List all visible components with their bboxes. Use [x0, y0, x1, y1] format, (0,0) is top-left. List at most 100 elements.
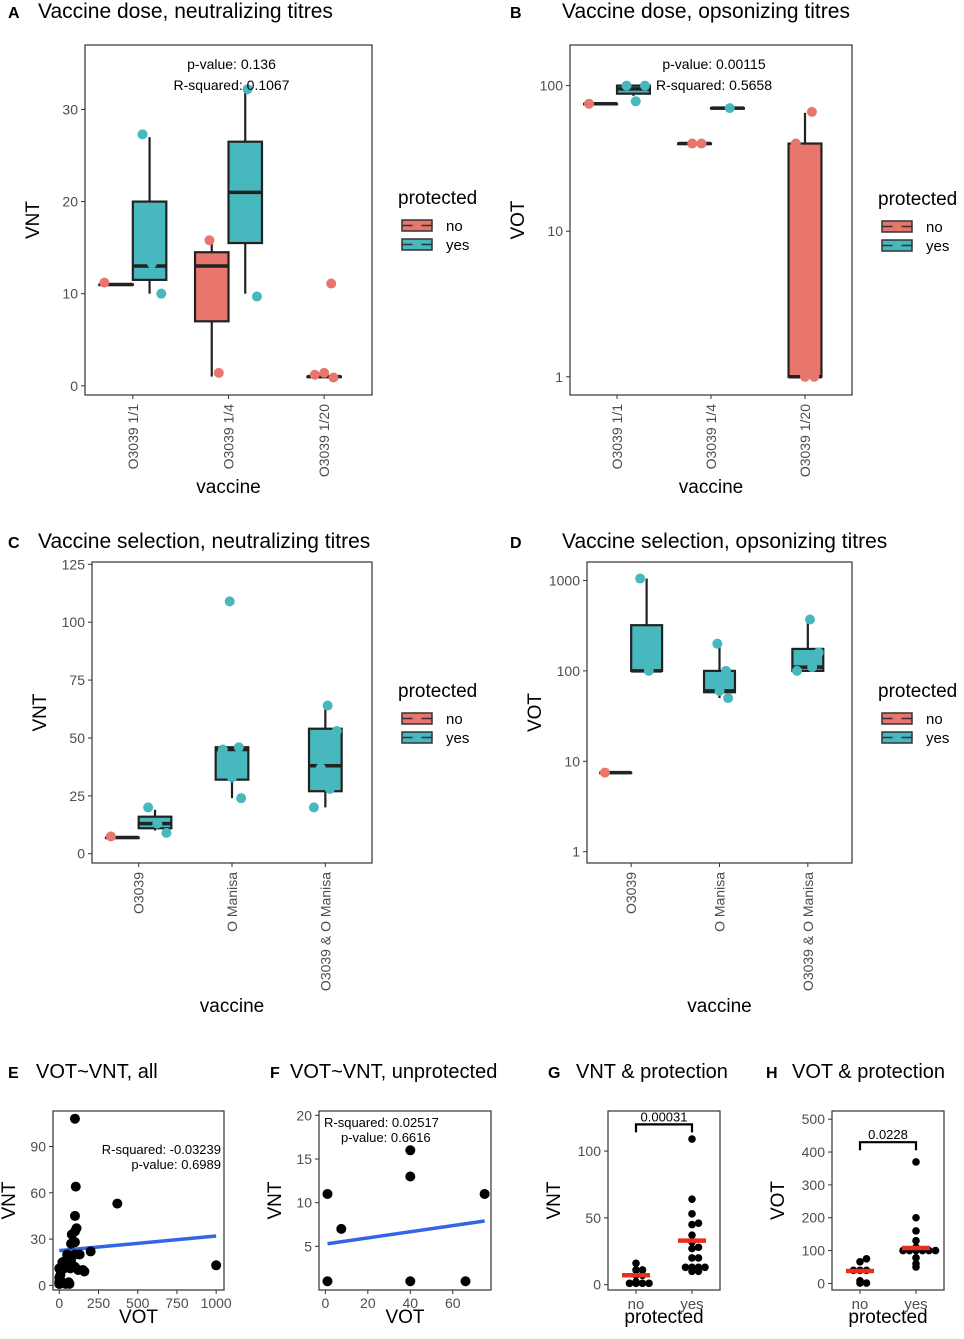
data-point — [632, 1259, 640, 1268]
x-tick-label: O Manisa — [712, 872, 728, 932]
panel-label: G — [548, 1065, 560, 1082]
significance-bracket — [858, 1141, 918, 1151]
plot-panel-frame — [607, 1110, 721, 1291]
data-point — [319, 367, 330, 378]
box-no — [306, 278, 343, 383]
data-point — [804, 614, 815, 625]
box-no — [193, 235, 230, 378]
y-tick-label: 30 — [30, 1231, 46, 1247]
data-point — [688, 1220, 696, 1229]
data-point — [688, 1135, 696, 1143]
data-point — [681, 1263, 690, 1272]
data-point — [233, 742, 244, 753]
data-point — [694, 1219, 703, 1228]
data-point — [599, 767, 610, 778]
x-tick-label: 0 — [321, 1295, 329, 1311]
box-no — [787, 106, 823, 382]
y-tick-label: 100 — [540, 78, 564, 94]
x-tick-label: 0 — [55, 1295, 63, 1311]
p-value-label: 0.00031 — [641, 1109, 688, 1124]
y-tick-label: 125 — [62, 556, 86, 572]
box-yes — [214, 596, 250, 804]
y-tick-label: 400 — [802, 1144, 826, 1160]
panel-label: D — [510, 535, 522, 552]
data-point — [912, 1227, 920, 1235]
data-point — [632, 1278, 640, 1286]
box-no — [676, 138, 713, 149]
y-tick-label: 1 — [572, 844, 580, 860]
data-point — [161, 827, 172, 838]
data-point — [74, 1249, 85, 1260]
data-point — [694, 1263, 703, 1272]
chart-title: Vaccine dose, neutralizing titres — [38, 0, 333, 23]
data-point — [688, 1210, 696, 1218]
data-point — [64, 1278, 75, 1289]
stats-annotation: p-value: 0.136 — [187, 56, 276, 72]
data-point — [809, 371, 820, 382]
box-yes — [227, 84, 264, 302]
data-point — [931, 1246, 940, 1255]
chart-title: VOT~VNT, unprotected — [290, 1061, 497, 1083]
x-axis-label: vaccine — [687, 996, 751, 1017]
x-tick-label: 60 — [445, 1295, 461, 1311]
box-yes — [709, 103, 746, 114]
x-axis-label: protected — [624, 1307, 703, 1328]
data-point — [71, 1223, 82, 1234]
data-point — [912, 1158, 920, 1166]
data-point — [696, 138, 707, 149]
legend-key-point — [412, 240, 422, 249]
data-point — [705, 674, 716, 685]
data-point — [912, 1213, 920, 1222]
data-point — [813, 647, 824, 658]
x-tick-label: O3039 1/20 — [797, 404, 813, 477]
chart-title: Vaccine selection, opsonizing titres — [562, 530, 887, 553]
legend-key-point — [892, 222, 902, 231]
data-point — [326, 278, 337, 289]
data-point — [723, 693, 734, 704]
legend-key-point — [412, 714, 422, 723]
data-point — [912, 1236, 920, 1245]
x-tick-label: 1000 — [201, 1295, 232, 1311]
data-point — [643, 665, 654, 676]
data-point — [242, 84, 253, 95]
data-point — [856, 1277, 864, 1285]
data-point — [806, 106, 817, 117]
data-point — [405, 1276, 416, 1287]
y-tick-label: 15 — [296, 1151, 312, 1167]
x-tick-label: 20 — [360, 1295, 376, 1311]
y-tick-label: 0 — [38, 1277, 46, 1293]
legend-key-point — [892, 241, 902, 250]
data-point — [712, 638, 723, 649]
data-point — [152, 818, 163, 829]
data-point — [322, 1276, 333, 1287]
y-tick-label: 500 — [802, 1111, 826, 1127]
plot-panel-frame — [52, 1110, 225, 1291]
box-iqr — [307, 727, 343, 793]
data-point — [69, 1113, 80, 1124]
legend-key-point — [892, 714, 902, 723]
y-tick-label: 100 — [557, 663, 581, 679]
box-yes — [131, 129, 168, 299]
legend-item-label: no — [926, 219, 943, 236]
panel-label: C — [8, 535, 20, 552]
box-yes — [791, 614, 825, 676]
data-point — [308, 802, 319, 813]
data-point — [336, 1223, 347, 1234]
legend-item-label: no — [446, 218, 463, 235]
y-tick-label: 1 — [555, 369, 563, 385]
panel-label: B — [510, 5, 522, 22]
chart-title: Vaccine selection, neutralizing titres — [38, 530, 370, 553]
x-axis-label: VOT — [385, 1307, 424, 1328]
stats-annotation: R-squared: 0.1067 — [174, 77, 290, 93]
legend-title: protected — [878, 681, 957, 702]
data-point — [912, 1254, 920, 1262]
plot-panel-frame — [91, 561, 373, 864]
data-point — [224, 596, 235, 607]
box-yes — [137, 802, 173, 838]
data-point — [688, 1195, 696, 1203]
y-axis-label: VNT — [544, 1181, 565, 1219]
data-point — [227, 772, 237, 783]
plot-panel-frame — [318, 1110, 492, 1291]
data-point — [79, 1266, 90, 1277]
y-tick-label: 20 — [62, 194, 78, 210]
